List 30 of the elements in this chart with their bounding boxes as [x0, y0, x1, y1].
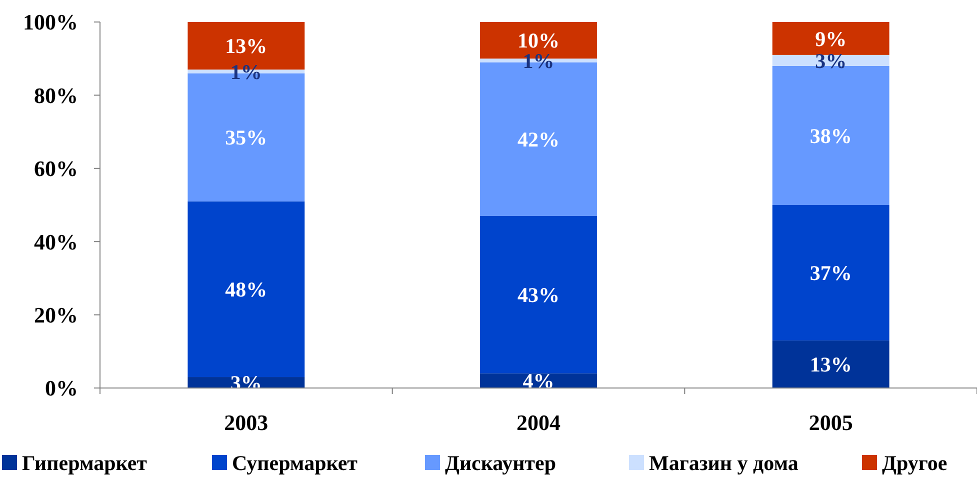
bar [772, 22, 890, 55]
bar [772, 340, 890, 388]
y-tick-label: 80% [34, 82, 78, 108]
y-tick-label: 20% [34, 302, 78, 328]
legend-label: Магазин у дома [649, 451, 799, 475]
x-tick-label: 2005 [808, 410, 853, 435]
data-label: 37% [810, 261, 852, 286]
y-tick-label: 0% [45, 376, 78, 401]
data-label: 4% [522, 369, 554, 394]
legend-label: Дискаунтер [445, 451, 556, 475]
bar [480, 216, 597, 374]
data-label: 38% [810, 124, 852, 148]
x-tick-label: 2003 [224, 410, 268, 435]
data-label: 9% [815, 26, 847, 51]
legend-label: Гипермаркет [22, 451, 148, 475]
data-label: 43% [518, 283, 560, 308]
data-label: 35% [225, 126, 268, 150]
data-label: 1% [230, 60, 262, 84]
x-tick-label: 2004 [516, 410, 560, 435]
legend-label: Другое [882, 451, 948, 475]
y-tick-label: 100% [23, 10, 78, 35]
bar [188, 201, 305, 378]
y-tick-label: 40% [34, 229, 78, 254]
data-label: 42% [518, 127, 560, 152]
legend-label: Супермаркет [232, 451, 358, 475]
bar [772, 205, 890, 340]
data-label: 13% [225, 34, 268, 58]
data-label: 48% [225, 278, 268, 302]
y-tick-label: 60% [34, 156, 78, 182]
data-label: 13% [810, 352, 852, 377]
